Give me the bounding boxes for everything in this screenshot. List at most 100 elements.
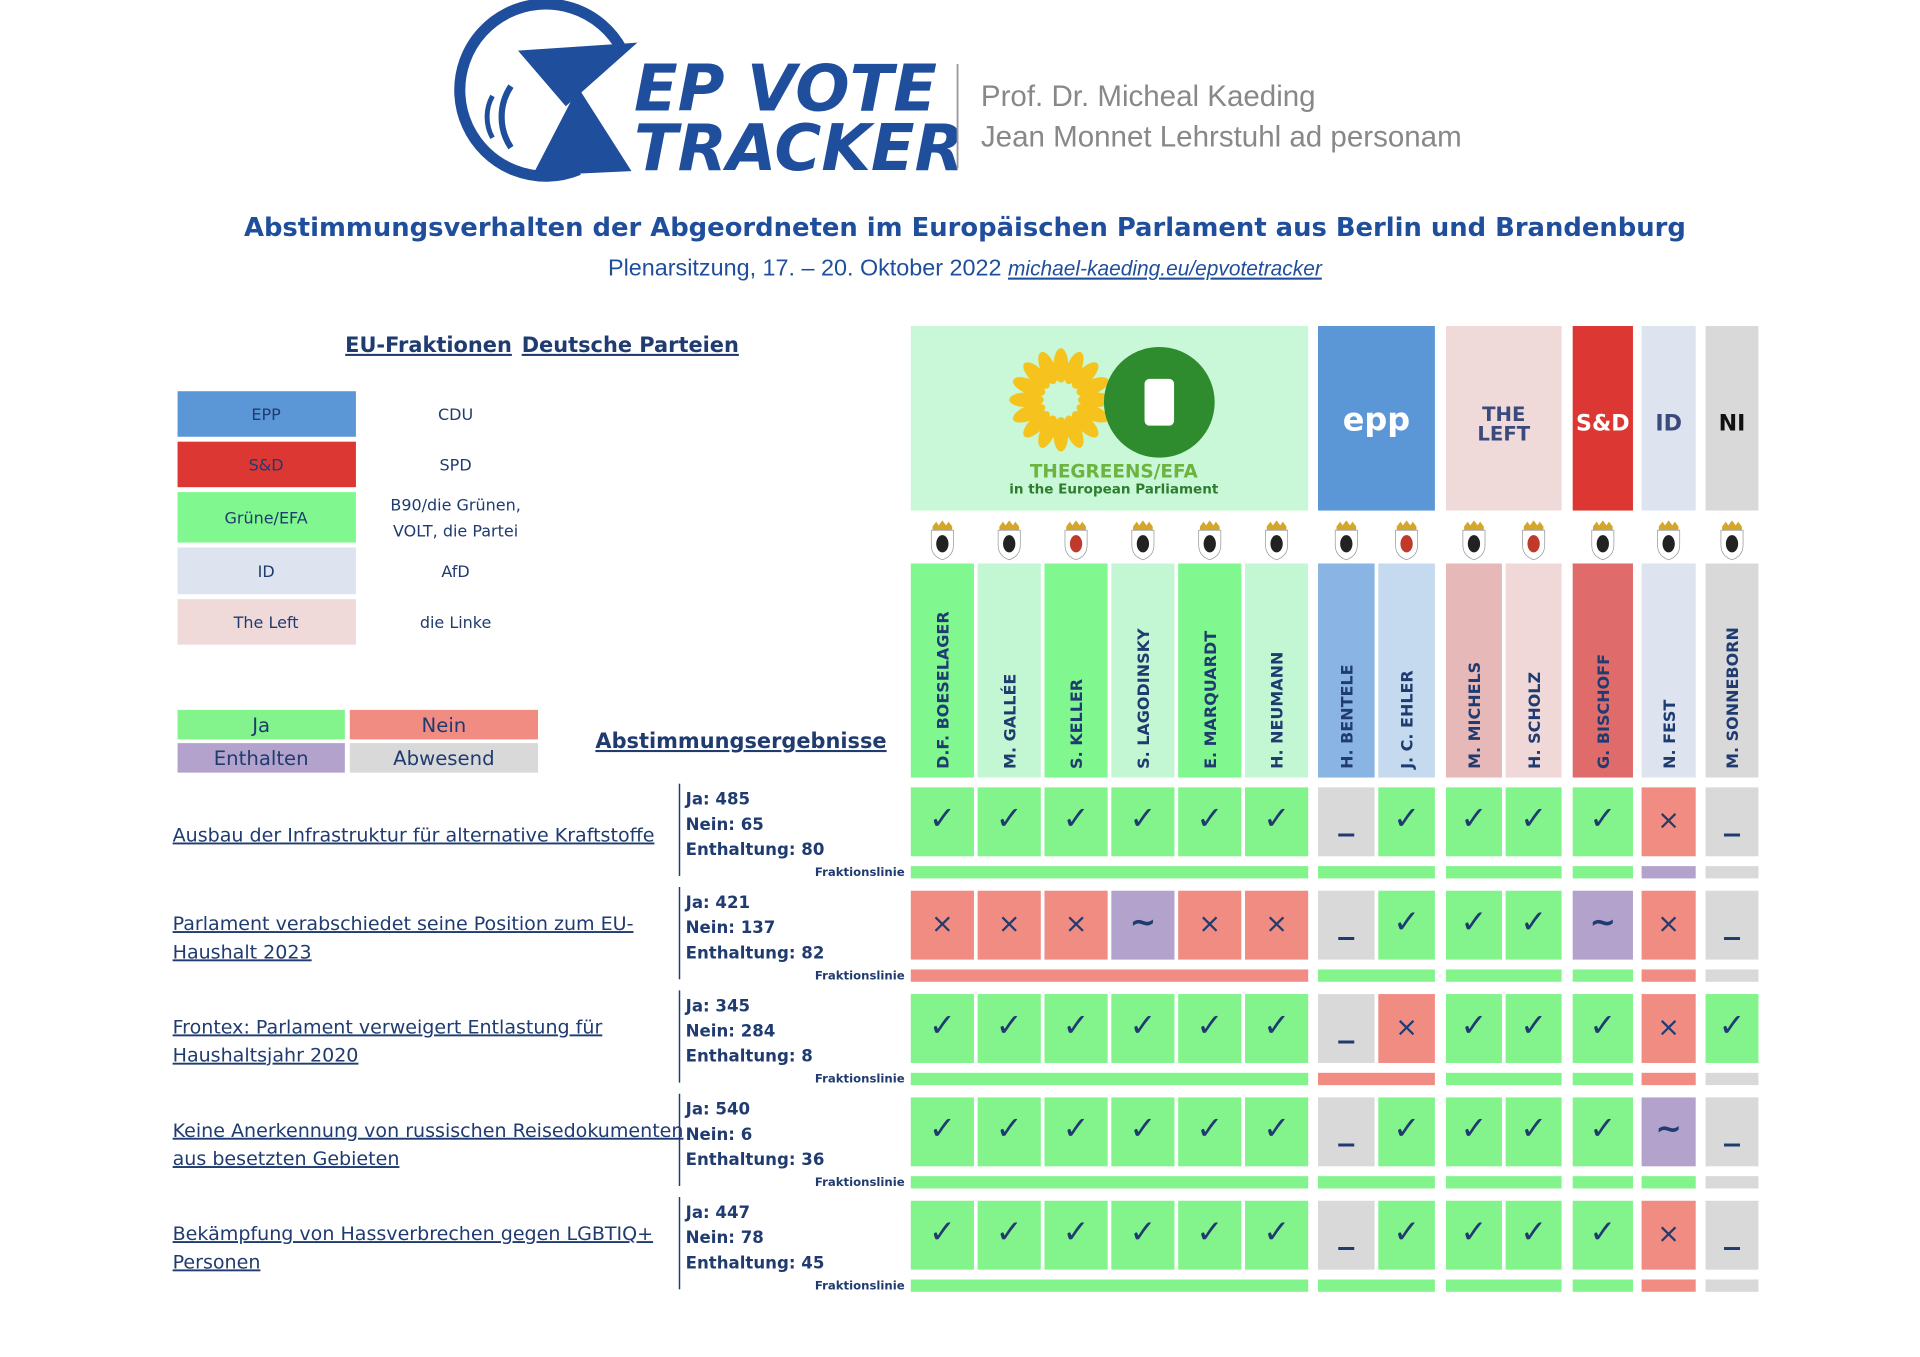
sunflower-petal: [1071, 410, 1099, 438]
vote-result: Ja: 421: [685, 893, 750, 912]
vote-result: Ja: 447: [685, 1203, 750, 1222]
vote-cell: [1505, 890, 1562, 960]
member-name: G. BISCHOFF: [1594, 654, 1613, 769]
vote-symbol: ✓: [929, 1006, 956, 1044]
member-box: [1505, 563, 1562, 778]
vote-cell: [1445, 994, 1502, 1063]
faction-line: [1705, 1279, 1759, 1292]
vote-result: Nein: 78: [686, 1228, 764, 1247]
member-name: M. GALLÉE: [1000, 674, 1019, 769]
vote-title[interactable]: Bekämpfung von Hassverbrechen gegen LGBT…: [173, 1223, 654, 1245]
line-label: Fraktionslinie: [815, 1175, 905, 1189]
vote-cell: [1378, 994, 1435, 1063]
title-bold: Berlin und Brandenburg: [1336, 213, 1686, 243]
crest-figure: [1400, 535, 1413, 553]
faction-line: [1318, 969, 1435, 982]
sunflower-petal: [1023, 362, 1050, 389]
vote-title[interactable]: Keine Anerkennung von russischen Reisedo…: [173, 1120, 684, 1142]
vote-title[interactable]: Frontex: Parlament verweigert Entlastung…: [173, 1016, 603, 1038]
logo-text: EP VOTE: [634, 53, 937, 127]
member-name: H. BENTELE: [1337, 665, 1356, 769]
vote-title[interactable]: Ausbau der Infrastruktur für alternative…: [173, 825, 655, 847]
vote-symbol: ✓: [996, 1109, 1023, 1147]
vote-cell: [1044, 787, 1108, 857]
vote-symbol: ✓: [996, 1213, 1023, 1251]
faction-line: [1705, 969, 1759, 982]
crest-crown: [932, 520, 953, 531]
faction-line: [1318, 1176, 1435, 1189]
faction-line: [1445, 1279, 1562, 1292]
results-title: Abstimmungsergebnisse: [595, 729, 886, 753]
vote-cell: [1445, 890, 1502, 960]
vote-cell: [1705, 890, 1759, 960]
vote-title[interactable]: aus besetzten Gebieten: [173, 1148, 400, 1170]
vote-cell: [1245, 1097, 1309, 1167]
vote-title[interactable]: Personen: [173, 1251, 261, 1273]
vote-symbol: ✓: [996, 1006, 1023, 1044]
faction-line: [1572, 1072, 1633, 1086]
crest-crown: [1336, 520, 1357, 531]
member-box: [977, 563, 1041, 778]
member-box: [1445, 563, 1502, 778]
vote-symbol: ✓: [1063, 1109, 1090, 1147]
vote-cell: [910, 787, 974, 857]
vote-cell: [1505, 787, 1562, 857]
vote-symbol: ✓: [1589, 1109, 1616, 1147]
member-name: H. SCHOLZ: [1525, 672, 1544, 769]
vote-cell: [1445, 1200, 1502, 1270]
member-name: M. MICHELS: [1465, 662, 1484, 769]
member-box: [1245, 563, 1309, 778]
vote-title[interactable]: Haushaltsjahr 2020: [173, 1045, 359, 1067]
vote-title[interactable]: Parlament verabschiedet seine Position z…: [173, 913, 634, 935]
legend-group: S&D: [249, 456, 284, 475]
vote-cell: [1705, 1097, 1759, 1167]
vote-cell: [910, 1200, 974, 1270]
line-label: Fraktionslinie: [815, 865, 905, 879]
member-box: [1705, 563, 1759, 778]
crest-figure: [1203, 535, 1216, 553]
member-box: [1178, 563, 1242, 778]
link[interactable]: michael-kaeding.eu/epvotetracker: [1008, 258, 1323, 281]
vote-cell: [1572, 1200, 1633, 1270]
vote-cell: [1111, 787, 1175, 857]
legend-heading[interactable]: EU-Fraktionen: [345, 333, 512, 357]
crest-crown: [999, 520, 1020, 531]
vote-cell: [1111, 890, 1175, 960]
author: Jean Monnet Lehrstuhl ad personam: [981, 120, 1462, 153]
vote-cell: [1111, 1200, 1175, 1270]
vote-symbol: ✓: [1393, 903, 1420, 941]
vote-result: Enthaltung: 36: [686, 1150, 825, 1169]
faction-line: [1572, 866, 1633, 879]
vote-symbol: ✓: [929, 1109, 956, 1147]
vote-title[interactable]: Haushalt 2023: [173, 941, 312, 963]
vote-symbol: ✓: [1393, 1213, 1420, 1251]
member-name: D.F. BOESELAGER: [934, 611, 953, 769]
sunflower-petal: [1071, 362, 1099, 389]
group-header: [1572, 326, 1633, 511]
faction-line: [1445, 969, 1562, 982]
faction-line: [1641, 1072, 1696, 1086]
content: EU-Fraktionen Deutsche Parteien EPP CDU S&D S…: [173, 326, 1759, 1292]
group-label: ID: [1655, 411, 1682, 437]
vote-symbol: ✓: [996, 799, 1023, 837]
vote-cell: [1111, 1097, 1175, 1167]
member-name: E. MARQUARDT: [1201, 631, 1220, 769]
sunflower-petal: [1023, 410, 1050, 438]
vote-cell: [1178, 890, 1242, 960]
member-box: [1111, 563, 1175, 778]
vote-symbol: _: [1338, 1006, 1354, 1044]
vote-result: Nein: 284: [686, 1022, 776, 1041]
vote-result: Nein: 6: [686, 1125, 753, 1144]
vote-symbol: ✓: [1520, 1213, 1547, 1251]
crest-crown: [1658, 520, 1679, 531]
vote-symbol: ✓: [1589, 799, 1616, 837]
legend-heading[interactable]: Deutsche Parteien: [522, 333, 739, 357]
group-header: [1641, 326, 1696, 511]
vote-legend-label: Ja: [250, 714, 270, 737]
vote-legend-swatch: [177, 743, 345, 773]
vote-cell: [1318, 1200, 1375, 1270]
vote-cell: [1572, 787, 1633, 857]
vote-cell: [977, 1097, 1041, 1167]
vote-cell: [1318, 1097, 1375, 1167]
vote-cell: [1641, 890, 1696, 960]
